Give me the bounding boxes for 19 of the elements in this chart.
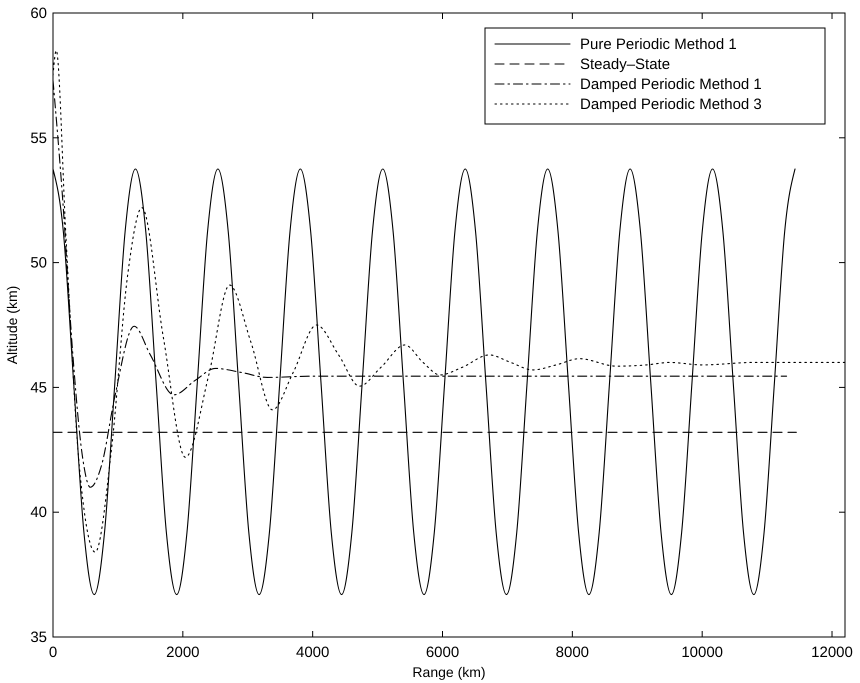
legend-label: Steady–State bbox=[580, 56, 670, 73]
x-tick-label: 0 bbox=[48, 644, 58, 661]
legend-label: Damped Periodic Method 3 bbox=[580, 96, 762, 113]
legend-label: Pure Periodic Method 1 bbox=[580, 36, 737, 53]
x-tick-label: 6000 bbox=[426, 644, 460, 661]
x-tick-label: 8000 bbox=[556, 644, 590, 661]
y-axis-title: Altitude (km) bbox=[4, 286, 20, 364]
x-tick-label: 4000 bbox=[296, 644, 330, 661]
y-tick-label: 60 bbox=[30, 5, 47, 22]
y-tick-label: 50 bbox=[30, 254, 47, 272]
x-tick-label: 10000 bbox=[681, 644, 724, 661]
y-tick-label: 35 bbox=[30, 629, 47, 646]
x-axis-title: Range (km) bbox=[412, 664, 486, 680]
x-tick-label: 12000 bbox=[811, 644, 853, 661]
y-tick-label: 45 bbox=[30, 379, 47, 396]
legend-label: Damped Periodic Method 1 bbox=[580, 76, 762, 93]
y-tick-label: 40 bbox=[30, 504, 47, 522]
y-tick-label: 55 bbox=[30, 130, 47, 147]
x-tick-label: 2000 bbox=[166, 644, 200, 661]
